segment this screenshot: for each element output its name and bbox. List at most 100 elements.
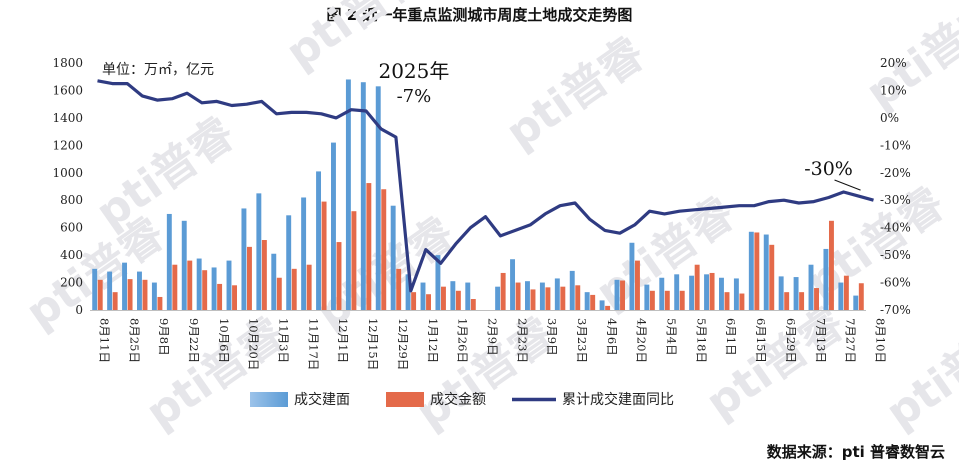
bar-amount [351,211,357,310]
y-left-tick-label: 200 [60,276,83,290]
bar-amount [575,285,581,310]
x-tick-label: 4月6日 [605,318,619,356]
bar-area [614,279,620,310]
annotation-year-value: -7% [397,86,432,107]
bar-amount [560,286,566,310]
bar-area [360,82,366,310]
bar-amount [605,305,611,310]
annotation-year: 2025年 [378,59,449,83]
bar-area [420,282,426,310]
x-tick-label: 7月27日 [844,318,858,363]
bar-area [211,267,217,310]
y-right-tick-label: -20% [880,166,911,180]
bar-area [107,271,113,310]
bar-amount [799,292,805,310]
bar-amount [664,290,670,310]
y-left-tick-label: 1200 [52,138,83,152]
y-right-tick-label: -60% [880,276,911,290]
bar-amount [336,242,342,310]
watermark-text: pti普睿 [87,107,245,239]
bar-amount [127,279,133,310]
bar-area [569,270,575,310]
right-axis: -70% -60% -50% -40% -30% -20% -10% 0% 10% 20% [880,56,911,317]
bar-amount [679,290,685,310]
x-tick-label: 12月1日 [336,318,350,363]
bar-amount [172,264,178,310]
y-left-tick-label: 1600 [52,83,83,97]
bar-amount [306,264,312,310]
bar-area [539,282,545,310]
x-tick-label: 3月23日 [575,318,589,363]
chart-title: 图 2 近一年重点监测城市周度土地成交走势图 [326,6,633,24]
bar-amount [366,183,372,310]
bar-amount [321,201,327,310]
bar-area [525,281,530,310]
x-tick-label: 1月26日 [456,318,470,363]
bar-area [405,274,411,310]
bar-amount [500,272,506,310]
bar-amount [530,289,536,310]
y-right-tick-label: -30% [880,193,911,207]
x-tick-label: 9月22日 [187,318,201,363]
y-left-tick-label: 1800 [52,56,83,70]
bar-area [256,193,262,310]
bar-area [271,253,277,310]
bar-amount [426,294,431,310]
x-tick-label: 10月6日 [217,318,231,363]
bar-amount [754,232,760,310]
bar-amount [396,268,402,310]
x-tick-label: 5月4日 [665,318,679,356]
y-right-tick-label: -50% [880,248,911,262]
bar-area [450,281,456,310]
legend-label-amount: 成交金额 [430,391,486,408]
y-right-tick-label: -40% [880,221,911,235]
bar-area [151,282,157,310]
y-right-tick-label: -10% [880,138,911,152]
bar-amount [97,279,103,310]
watermark-text: pti普睿 [497,27,655,159]
bar-area [286,215,292,310]
watermark-text: pti普睿 [877,307,959,439]
bar-area [644,284,650,310]
x-tick-label: 2月9日 [485,318,499,356]
bar-amount [858,283,864,310]
bar-area [241,208,247,310]
x-tick-label: 1月12日 [426,318,440,363]
x-tick-label: 6月15日 [754,318,768,363]
bar-area [390,205,396,310]
bar-area [733,278,739,310]
bar-amount [276,277,282,310]
bar-area [345,79,351,310]
legend-label-area: 成交建面 [294,391,350,408]
bar-amount [142,279,148,310]
y-left-tick-label: 600 [60,221,83,235]
bar-amount [261,240,267,310]
line-series [97,79,874,293]
legend: 成交建面 成交金额 累计成交建面同比 [250,391,674,408]
bar-amount [769,244,775,310]
bar-area [689,275,695,310]
bar-area [629,242,635,310]
bar-area [331,142,336,310]
bar-area [704,274,710,310]
bar-area [674,274,680,310]
y-right-tick-label: -70% [880,303,911,317]
bar-area [316,171,322,310]
bar-amount [411,292,417,310]
bar-area [181,220,187,310]
bar-amount [634,260,640,310]
bar-amount [590,294,596,310]
bar-area [793,277,799,310]
bar-area [748,231,754,310]
x-tick-label: 12月15日 [366,318,380,370]
bar-amount [440,286,446,310]
y-left-tick-label: 0 [75,303,83,317]
bar-area [510,259,516,310]
bar-amount [620,280,625,310]
bar-area [599,300,605,310]
bar-area [838,282,844,310]
x-tick-label: 8月11日 [97,318,111,363]
bar-amount [694,264,700,310]
bar-amount [470,299,476,310]
